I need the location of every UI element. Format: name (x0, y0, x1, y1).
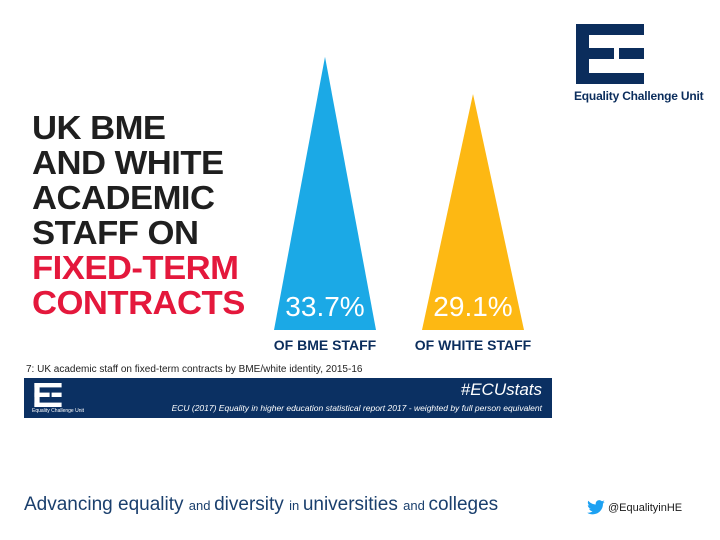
category-label: OF WHITE STAFF (415, 337, 532, 353)
source-banner: Equality Challenge Unit #ECUstats ECU (2… (24, 378, 552, 418)
headline-line: AND WHITE (32, 144, 224, 181)
headline-highlight-line: CONTRACTS (32, 284, 245, 321)
tagline-word: and (403, 498, 429, 513)
headline-line: UK BME (32, 109, 166, 146)
headline-highlight-line: FIXED-TERM (32, 249, 239, 286)
hashtag: #ECUstats (460, 380, 542, 399)
tagline-word: diversity (214, 494, 290, 515)
bar-value-label: 33.7% (285, 291, 364, 322)
ecu-logo: Equality Challenge Unit (574, 24, 704, 104)
twitter-icon (587, 500, 605, 515)
logo-org-name: Equality Challenge Unit (574, 89, 704, 103)
chart-caption: 7: UK academic staff on fixed-term contr… (26, 364, 363, 375)
mini-logo-org-name: Equality Challenge Unit (32, 408, 84, 414)
category-label: OF BME STAFF (274, 337, 377, 353)
source-text: ECU (2017) Equality in higher education … (171, 403, 542, 413)
headline-line: STAFF ON (32, 214, 199, 251)
bar-value-label: 29.1% (433, 291, 512, 322)
bar-triangle (274, 56, 376, 331)
ecu-mini-logo-mark (34, 383, 62, 407)
twitter-handle-text: @EqualityinHE (608, 502, 683, 514)
bar-triangle (422, 94, 524, 331)
headline-line: ACADEMIC (32, 179, 215, 216)
tagline-word: and (188, 498, 215, 513)
ecu-logo-mark (576, 24, 644, 84)
tagline-word: in (289, 498, 303, 513)
tagline-word: equality (118, 494, 189, 515)
tagline-word: Advancing (24, 494, 119, 515)
twitter-handle[interactable]: @EqualityinHE (586, 498, 682, 518)
tagline: Advancing equality and diversity in univ… (24, 494, 564, 516)
headline: UK BME AND WHITE ACADEMIC STAFF ON FIXED… (32, 110, 272, 320)
tagline-word: universities (302, 494, 404, 515)
tagline-word: colleges (428, 494, 499, 515)
